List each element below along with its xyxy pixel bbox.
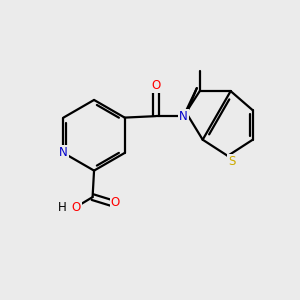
- Text: S: S: [228, 155, 236, 168]
- Text: N: N: [179, 110, 188, 123]
- Text: O: O: [111, 196, 120, 209]
- Text: O: O: [151, 79, 160, 92]
- Text: N: N: [59, 146, 68, 159]
- Text: H: H: [58, 201, 67, 214]
- Text: O: O: [72, 201, 81, 214]
